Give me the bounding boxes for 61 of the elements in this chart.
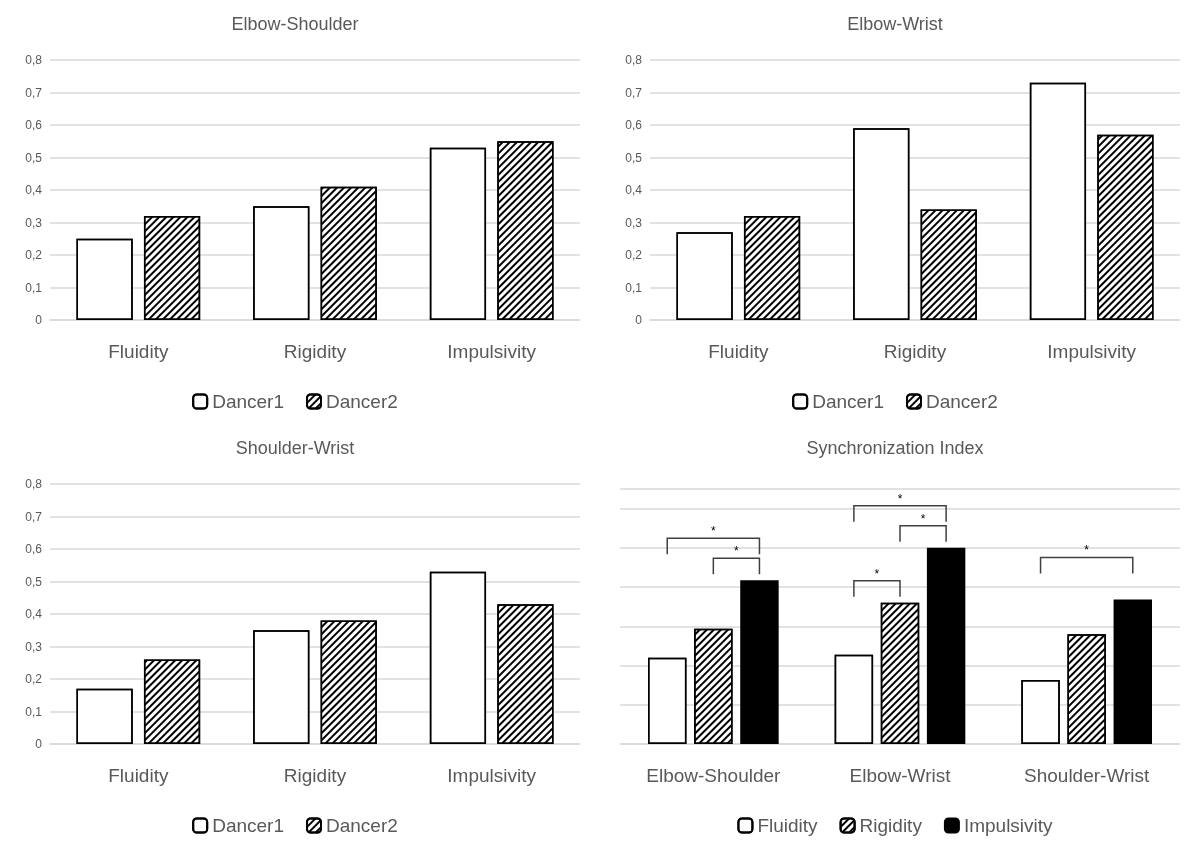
y-tick-label: 0,4: [625, 183, 643, 197]
y-tick-label: 0,1: [25, 280, 43, 295]
bar: [926, 547, 966, 744]
x-tick-label: Fluidity: [108, 341, 169, 362]
x-tick-label: Rigidity: [883, 341, 947, 362]
y-tick-label: 0,5: [625, 150, 643, 165]
x-tick-label: Fluidity: [108, 765, 169, 786]
y-tick-label: 0,6: [25, 542, 43, 556]
y-tick-label: 0,4: [25, 183, 43, 197]
y-tick-label: 0,6: [25, 118, 43, 132]
bar: [740, 580, 779, 744]
legend-label: Dancer2: [326, 391, 398, 412]
legend-label: Dancer1: [812, 391, 885, 412]
legend-label: Impulsivity: [963, 815, 1054, 836]
y-tick-label: 0,3: [625, 215, 643, 230]
x-tick-label: Shoulder-Wrist: [1024, 765, 1151, 786]
y-tick-label: 0,3: [25, 215, 43, 230]
chart-title: Synchronization Index: [806, 438, 984, 458]
y-tick-label: 0,2: [25, 248, 43, 262]
y-tick-label: 0,7: [25, 509, 43, 524]
y-tick-label: 0,8: [25, 53, 43, 67]
y-tick-label: 0,7: [625, 85, 643, 100]
y-tick-label: 0,6: [625, 118, 643, 132]
text: *: [897, 491, 903, 506]
chart-title: Shoulder-Wrist: [235, 438, 355, 458]
annotation: *: [734, 544, 740, 559]
text: *: [920, 511, 926, 526]
y-tick-label: 0,8: [25, 477, 43, 491]
x-tick-label: Elbow-Shoulder: [646, 765, 782, 786]
y-tick-label: 0,2: [625, 248, 643, 262]
x-tick-label: Rigidity: [283, 341, 347, 362]
x-tick-label: Elbow-Wrist: [849, 765, 952, 786]
legend-label: Rigidity: [859, 815, 923, 836]
y-tick-label: 0,2: [25, 672, 43, 686]
legend-label: Dancer1: [212, 391, 285, 412]
y-tick-label: 0: [35, 737, 43, 751]
legend-label: Fluidity: [757, 815, 819, 836]
legend-label: Dancer1: [212, 815, 285, 836]
y-tick-label: 0,5: [25, 574, 43, 589]
y-tick-label: 0,8: [625, 53, 643, 67]
y-tick-label: 0,3: [25, 639, 43, 654]
text: *: [711, 524, 716, 539]
y-tick-label: 0,7: [25, 85, 43, 100]
annotation: *: [874, 566, 880, 581]
chart-title: Elbow-Shoulder: [231, 14, 359, 34]
y-tick-label: 0: [635, 313, 643, 327]
legend-label: Dancer2: [326, 815, 398, 836]
x-tick-label: Rigidity: [283, 765, 347, 786]
annotation: *: [1084, 543, 1090, 558]
bar: [1113, 599, 1152, 744]
x-tick-label: Impulsivity: [1047, 341, 1137, 362]
x-tick-label: Fluidity: [708, 341, 769, 362]
x-tick-label: Impulsivity: [447, 341, 537, 362]
y-tick-label: 0,1: [25, 704, 43, 719]
chart-title: Elbow-Wrist: [847, 14, 943, 34]
y-tick-label: 0,5: [25, 150, 43, 165]
y-tick-label: 0,1: [625, 280, 643, 295]
legend-label: Dancer2: [926, 391, 998, 412]
x-tick-label: Impulsivity: [447, 765, 537, 786]
y-tick-label: 0,4: [25, 607, 43, 621]
y-tick-label: 0: [35, 313, 43, 327]
